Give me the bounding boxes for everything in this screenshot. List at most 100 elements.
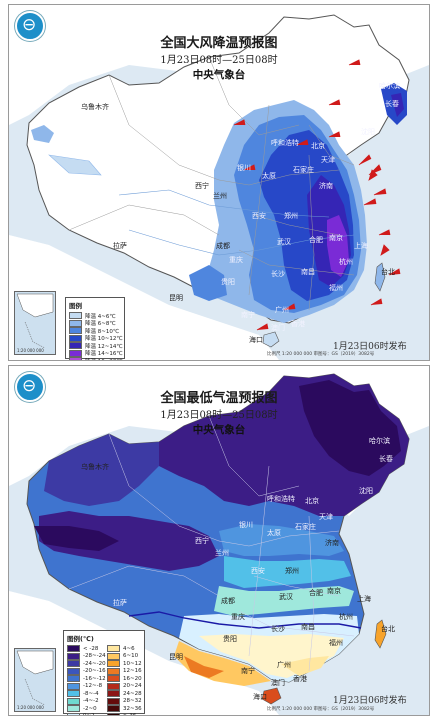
city-label: 海口 <box>249 336 263 344</box>
city-label: 香港 <box>293 675 307 683</box>
city-label: 合肥 <box>309 236 323 244</box>
inset-scale: 1:20 000 000 <box>17 705 44 710</box>
cma-logo: ⊖ <box>15 11 45 41</box>
legend-title: 图例(℃) <box>67 635 94 643</box>
legend-label: -24~-20 <box>83 660 106 667</box>
legend-item: 4~6 <box>104 645 144 653</box>
legend-swatch <box>107 660 120 668</box>
city-label: 北京 <box>311 142 325 150</box>
legend-item: 24~28 <box>104 690 144 698</box>
city-label: 沈阳 <box>361 128 375 136</box>
time-range: 1月23日08时—25日08时 <box>160 55 278 66</box>
issuer: 中央气象台 <box>192 424 246 436</box>
legend-swatch <box>107 705 120 713</box>
legend-item: -12~-8 <box>64 682 104 691</box>
legend-label: -28~-24 <box>83 653 106 660</box>
city-label: 拉萨 <box>113 242 127 250</box>
issuer: 中央气象台 <box>192 69 246 81</box>
min-temp-map-panel: ⊖ 全国最低气温预报图 1月23日08时—25日08时 中央气象台 哈尔滨 长春乌… <box>8 365 430 716</box>
city-label: 福州 <box>329 639 343 647</box>
legend-swatch <box>107 645 120 653</box>
legend-item: 降温 6~8℃ <box>66 319 124 328</box>
legend-item: < -28 <box>64 645 104 653</box>
city-label: 重庆 <box>231 613 245 621</box>
city-label: 台北 <box>381 625 395 633</box>
map-legend: 图例 降温 4~6℃ 降温 6~8℃ 降温 8~10℃ 降温 10~12℃ 降温 12~… <box>65 297 125 360</box>
city-label: 郑州 <box>285 567 299 575</box>
legend-swatch <box>69 334 82 342</box>
city-label: 南京 <box>329 234 343 242</box>
legend-swatch <box>107 675 120 683</box>
scale-text: 比例尺 1:20 000 000 审图号：GS（2019）3082号 <box>267 352 375 357</box>
city-label: 兰州 <box>215 549 229 557</box>
legend-item: > 36 <box>104 712 144 715</box>
city-label: 拉萨 <box>113 599 127 607</box>
legend-label: 20~24 <box>123 683 142 690</box>
legend-label: 降温 6~8℃ <box>85 321 116 328</box>
city-label: 成都 <box>221 597 235 605</box>
legend-swatch <box>69 357 82 360</box>
legend-swatch <box>107 690 120 698</box>
city-label: 西宁 <box>195 537 209 545</box>
time-range: 1月23日08时—25日08时 <box>160 410 278 421</box>
city-label: 太原 <box>267 529 281 537</box>
city-label: 南宁 <box>241 311 255 319</box>
city-label: 重庆 <box>229 256 243 264</box>
legend-label: 32~36 <box>123 705 142 712</box>
legend-item: 0~2 <box>64 712 104 715</box>
legend-label: < -28 <box>83 645 99 652</box>
legend-swatch <box>107 712 120 715</box>
legend-label: 降温 12~14℃ <box>85 343 123 350</box>
city-label: 昆明 <box>169 653 183 661</box>
legend-swatch <box>67 675 80 683</box>
city-label: 福州 <box>329 284 343 292</box>
city-label: 天津 <box>319 513 333 521</box>
legend-column-left: < -28 -28~-24 -24~-20 -20~-16 -16~-12 -12~-8-… <box>64 645 106 715</box>
map-legend: 图例(℃) < -28 -28~-24 -24~-20 -20~-16 -16~-12-… <box>63 630 145 715</box>
legend-swatch <box>69 349 82 357</box>
city-label: 呼和浩特 <box>271 139 299 147</box>
city-label: 贵阳 <box>223 635 237 643</box>
legend-item: 12~16 <box>104 667 144 676</box>
city-label: 哈尔滨 <box>369 437 390 445</box>
city-label: 北京 <box>305 497 319 505</box>
legend-label: 降温 10~12℃ <box>85 336 123 343</box>
legend-item: 降温 12~14℃ <box>66 342 124 350</box>
city-label: 成都 <box>216 242 230 250</box>
publish-time: 1月23日06时发布 <box>333 696 407 706</box>
legend-label: 16~20 <box>123 675 142 682</box>
city-label: 石家庄 <box>293 166 314 174</box>
inset-map-graphic <box>16 293 54 349</box>
south-sea-inset: 1:20 000 000 <box>14 291 56 355</box>
city-label: 杭州 <box>339 613 353 621</box>
scale-text: 比例尺 1:20 000 000 审图号：GS（2019）3082号 <box>267 707 375 712</box>
city-label: 上海 <box>357 595 371 603</box>
legend-item: 降温 16~20℃ <box>66 357 124 360</box>
legend-swatch <box>67 660 80 668</box>
legend-item: 32~36 <box>104 705 144 713</box>
legend-swatch <box>107 652 120 660</box>
legend-swatch <box>69 342 82 350</box>
legend-swatch <box>67 682 80 690</box>
legend-swatch <box>107 682 120 690</box>
legend-title: 图例 <box>69 302 82 310</box>
legend-label: -20~-16 <box>83 668 106 675</box>
legend-item: 降温 14~16℃ <box>66 349 124 357</box>
legend-label: -8~-4 <box>83 690 99 697</box>
legend-swatch <box>67 645 80 653</box>
legend-swatch <box>67 667 80 675</box>
legend-label: 10~12 <box>123 660 142 667</box>
legend-label: 4~6 <box>123 645 135 652</box>
city-label: 石家庄 <box>295 523 316 531</box>
legend-item: -4~-2 <box>64 697 104 706</box>
legend-swatch <box>67 690 80 698</box>
city-label: 南京 <box>327 587 341 595</box>
legend-label: -4~-2 <box>83 698 99 705</box>
legend-label: -12~-8 <box>83 683 103 690</box>
city-label: 上海 <box>354 242 368 250</box>
city-label: 武汉 <box>279 593 293 601</box>
south-sea-inset: 1:20 000 000 <box>14 648 56 712</box>
legend-label: 24~28 <box>123 690 142 697</box>
city-label: 广州 <box>277 661 291 669</box>
city-label: 太原 <box>262 172 276 180</box>
